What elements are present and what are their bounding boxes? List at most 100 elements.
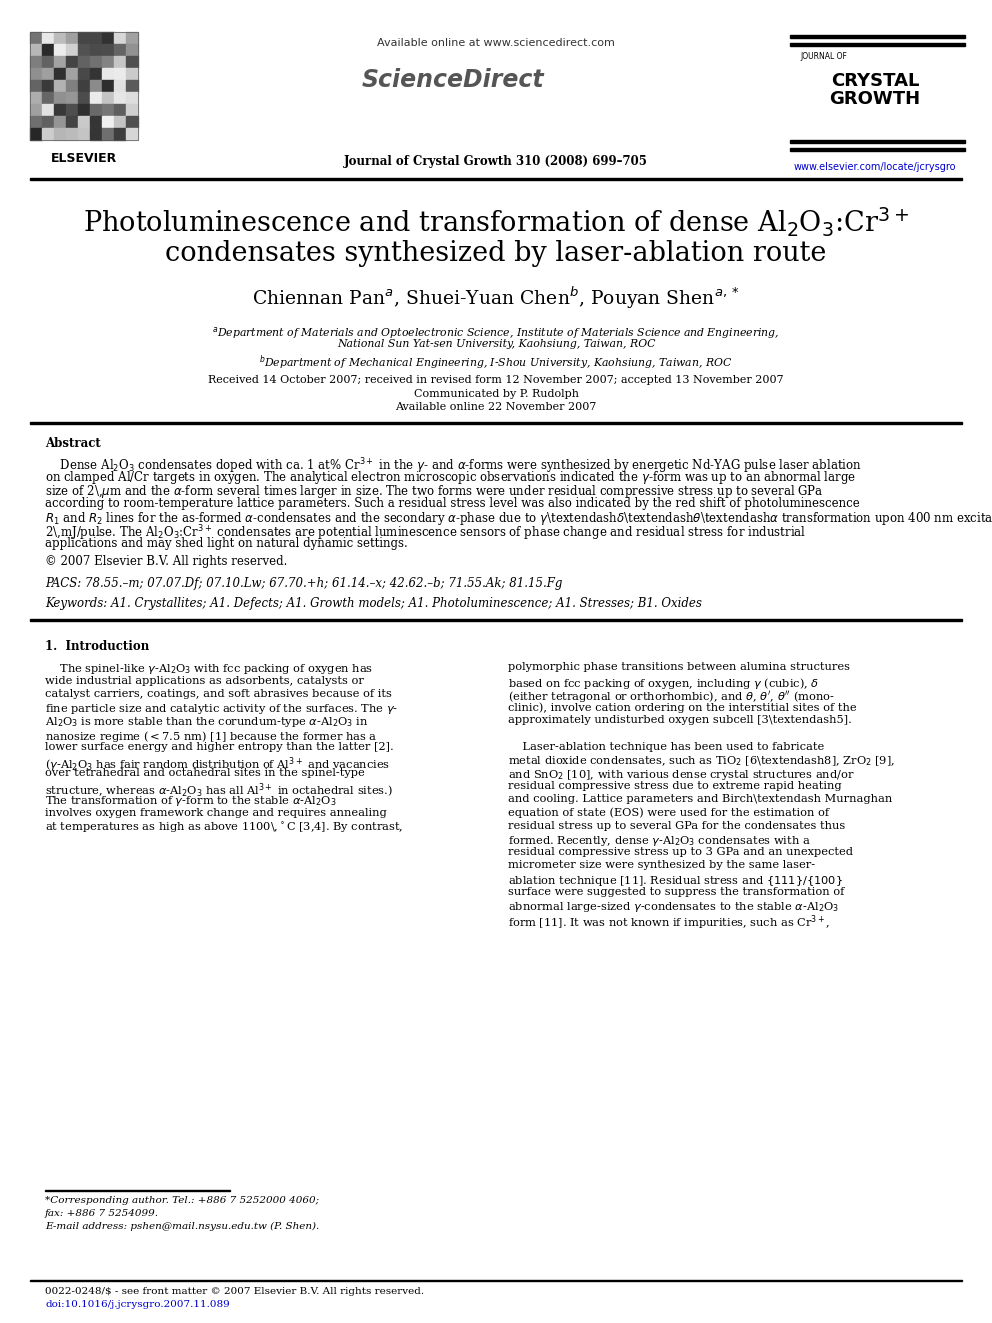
- Text: wide industrial applications as adsorbents, catalysts or: wide industrial applications as adsorben…: [45, 676, 364, 685]
- Bar: [42, 32, 54, 44]
- Bar: [66, 105, 78, 116]
- Bar: [126, 32, 138, 44]
- Bar: [78, 116, 90, 128]
- Bar: [78, 44, 90, 56]
- Bar: [90, 67, 102, 79]
- Text: polymorphic phase transitions between alumina structures: polymorphic phase transitions between al…: [508, 663, 850, 672]
- Bar: [30, 422, 962, 423]
- Bar: [90, 105, 102, 116]
- Bar: [114, 56, 126, 67]
- Bar: [54, 128, 66, 140]
- Bar: [42, 79, 54, 93]
- Bar: [30, 32, 42, 44]
- Bar: [78, 32, 90, 44]
- Text: Photoluminescence and transformation of dense Al$_2$O$_3$:Cr$^{3+}$: Photoluminescence and transformation of …: [83, 205, 909, 238]
- Bar: [102, 93, 114, 105]
- Bar: [30, 79, 42, 93]
- Text: Al$_2$O$_3$ is more stable than the corundum-type $\alpha$-Al$_2$O$_3$ in: Al$_2$O$_3$ is more stable than the coru…: [45, 716, 369, 729]
- Text: abnormal large-sized $\gamma$-condensates to the stable $\alpha$-Al$_2$O$_3$: abnormal large-sized $\gamma$-condensate…: [508, 900, 839, 914]
- Text: The transformation of $\gamma$-form to the stable $\alpha$-Al$_2$O$_3$: The transformation of $\gamma$-form to t…: [45, 795, 336, 808]
- Text: and cooling. Lattice parameters and Birch\textendash Murnaghan: and cooling. Lattice parameters and Birc…: [508, 795, 892, 804]
- Bar: [54, 105, 66, 116]
- Text: applications and may shed light on natural dynamic settings.: applications and may shed light on natur…: [45, 537, 408, 550]
- Bar: [54, 56, 66, 67]
- Text: doi:10.1016/j.jcrysgro.2007.11.089: doi:10.1016/j.jcrysgro.2007.11.089: [45, 1301, 230, 1308]
- Bar: [114, 128, 126, 140]
- Bar: [102, 128, 114, 140]
- Bar: [126, 105, 138, 116]
- Bar: [114, 32, 126, 44]
- Text: surface were suggested to suppress the transformation of: surface were suggested to suppress the t…: [508, 886, 844, 897]
- Bar: [114, 93, 126, 105]
- Text: fine particle size and catalytic activity of the surfaces. The $\gamma$-: fine particle size and catalytic activit…: [45, 703, 398, 716]
- Bar: [102, 44, 114, 56]
- Text: GROWTH: GROWTH: [829, 90, 921, 108]
- Text: E-mail address: pshen@mail.nsysu.edu.tw (P. Shen).: E-mail address: pshen@mail.nsysu.edu.tw …: [45, 1222, 319, 1232]
- Text: ELSEVIER: ELSEVIER: [51, 152, 117, 165]
- Bar: [90, 116, 102, 128]
- Bar: [790, 140, 965, 143]
- Bar: [30, 116, 42, 128]
- Text: at temperatures as high as above 1100\,$^\circ$C [3,4]. By contrast,: at temperatures as high as above 1100\,$…: [45, 820, 403, 835]
- Bar: [78, 105, 90, 116]
- Bar: [78, 56, 90, 67]
- Text: Keywords: A1. Crystallites; A1. Defects; A1. Growth models; A1. Photoluminescenc: Keywords: A1. Crystallites; A1. Defects;…: [45, 597, 702, 610]
- Bar: [114, 79, 126, 93]
- Text: 1.  Introduction: 1. Introduction: [45, 640, 149, 654]
- Text: Journal of Crystal Growth 310 (2008) 699–705: Journal of Crystal Growth 310 (2008) 699…: [344, 155, 648, 168]
- Bar: [66, 56, 78, 67]
- Text: Laser-ablation technique has been used to fabricate: Laser-ablation technique has been used t…: [508, 742, 824, 751]
- Bar: [66, 79, 78, 93]
- Text: *Corresponding author. Tel.: +886 7 5252000 4060;: *Corresponding author. Tel.: +886 7 5252…: [45, 1196, 319, 1205]
- Bar: [114, 105, 126, 116]
- Bar: [30, 93, 42, 105]
- Bar: [54, 79, 66, 93]
- Bar: [66, 67, 78, 79]
- Bar: [30, 618, 962, 620]
- Bar: [30, 44, 42, 56]
- Bar: [54, 32, 66, 44]
- Bar: [78, 67, 90, 79]
- Bar: [126, 67, 138, 79]
- Text: structure, whereas $\alpha$-Al$_2$O$_3$ has all Al$^{3+}$ in octahedral sites.): structure, whereas $\alpha$-Al$_2$O$_3$ …: [45, 782, 393, 799]
- Bar: [126, 56, 138, 67]
- Bar: [66, 93, 78, 105]
- Text: according to room-temperature lattice parameters. Such a residual stress level w: according to room-temperature lattice pa…: [45, 496, 860, 509]
- Text: 2\,mJ/pulse. The Al$_2$O$_3$:Cr$^{3+}$ condensates are potential luminescence se: 2\,mJ/pulse. The Al$_2$O$_3$:Cr$^{3+}$ c…: [45, 524, 806, 544]
- Text: micrometer size were synthesized by the same laser-: micrometer size were synthesized by the …: [508, 860, 815, 871]
- Text: involves oxygen framework change and requires annealing: involves oxygen framework change and req…: [45, 808, 387, 818]
- Bar: [102, 116, 114, 128]
- Text: over tetrahedral and octahedral sites in the spinel-type: over tetrahedral and octahedral sites in…: [45, 769, 365, 778]
- Bar: [790, 34, 965, 38]
- Bar: [30, 67, 42, 79]
- Bar: [42, 105, 54, 116]
- Text: catalyst carriers, coatings, and soft abrasives because of its: catalyst carriers, coatings, and soft ab…: [45, 689, 392, 699]
- Text: formed. Recently, dense $\gamma$-Al$_2$O$_3$ condensates with a: formed. Recently, dense $\gamma$-Al$_2$O…: [508, 833, 810, 848]
- Text: $R_1$ and $R_2$ lines for the as-formed $\alpha$-condensates and the secondary $: $R_1$ and $R_2$ lines for the as-formed …: [45, 509, 992, 527]
- Text: ($\gamma$-Al$_2$O$_3$ has fair random distribution of Al$^{3+}$ and vacancies: ($\gamma$-Al$_2$O$_3$ has fair random di…: [45, 755, 390, 774]
- Bar: [126, 44, 138, 56]
- Text: $^b$Department of Mechanical Engineering, I-Shou University, Kaohsiung, Taiwan, : $^b$Department of Mechanical Engineering…: [259, 353, 733, 372]
- Text: (either tetragonal or orthorhombic), and $\theta$, $\theta'$, $\theta''$ (mono-: (either tetragonal or orthorhombic), and…: [508, 689, 834, 704]
- Bar: [90, 128, 102, 140]
- Bar: [90, 79, 102, 93]
- Text: © 2007 Elsevier B.V. All rights reserved.: © 2007 Elsevier B.V. All rights reserved…: [45, 554, 288, 568]
- Bar: [790, 148, 965, 151]
- Bar: [54, 116, 66, 128]
- Text: residual stress up to several GPa for the condensates thus: residual stress up to several GPa for th…: [508, 820, 845, 831]
- Text: lower surface energy and higher entropy than the latter [2].: lower surface energy and higher entropy …: [45, 742, 394, 751]
- Text: Dense Al$_2$O$_3$ condensates doped with ca. 1 at% Cr$^{3+}$ in the $\gamma$- an: Dense Al$_2$O$_3$ condensates doped with…: [45, 456, 862, 475]
- Text: nanosize regime ($<$7.5 nm) [1] because the former has a: nanosize regime ($<$7.5 nm) [1] because …: [45, 729, 377, 744]
- Bar: [66, 116, 78, 128]
- Text: ablation technique [11]. Residual stress and $\{111\}/\{100\}$: ablation technique [11]. Residual stress…: [508, 873, 843, 888]
- Bar: [102, 105, 114, 116]
- Bar: [102, 32, 114, 44]
- Text: residual compressive stress up to 3 GPa and an unexpected: residual compressive stress up to 3 GPa …: [508, 847, 853, 857]
- Bar: [42, 56, 54, 67]
- Text: approximately undisturbed oxygen subcell [3\textendash5].: approximately undisturbed oxygen subcell…: [508, 716, 852, 725]
- Text: ScienceDirect: ScienceDirect: [362, 67, 545, 93]
- Bar: [54, 44, 66, 56]
- Bar: [90, 32, 102, 44]
- Bar: [30, 128, 42, 140]
- Bar: [114, 67, 126, 79]
